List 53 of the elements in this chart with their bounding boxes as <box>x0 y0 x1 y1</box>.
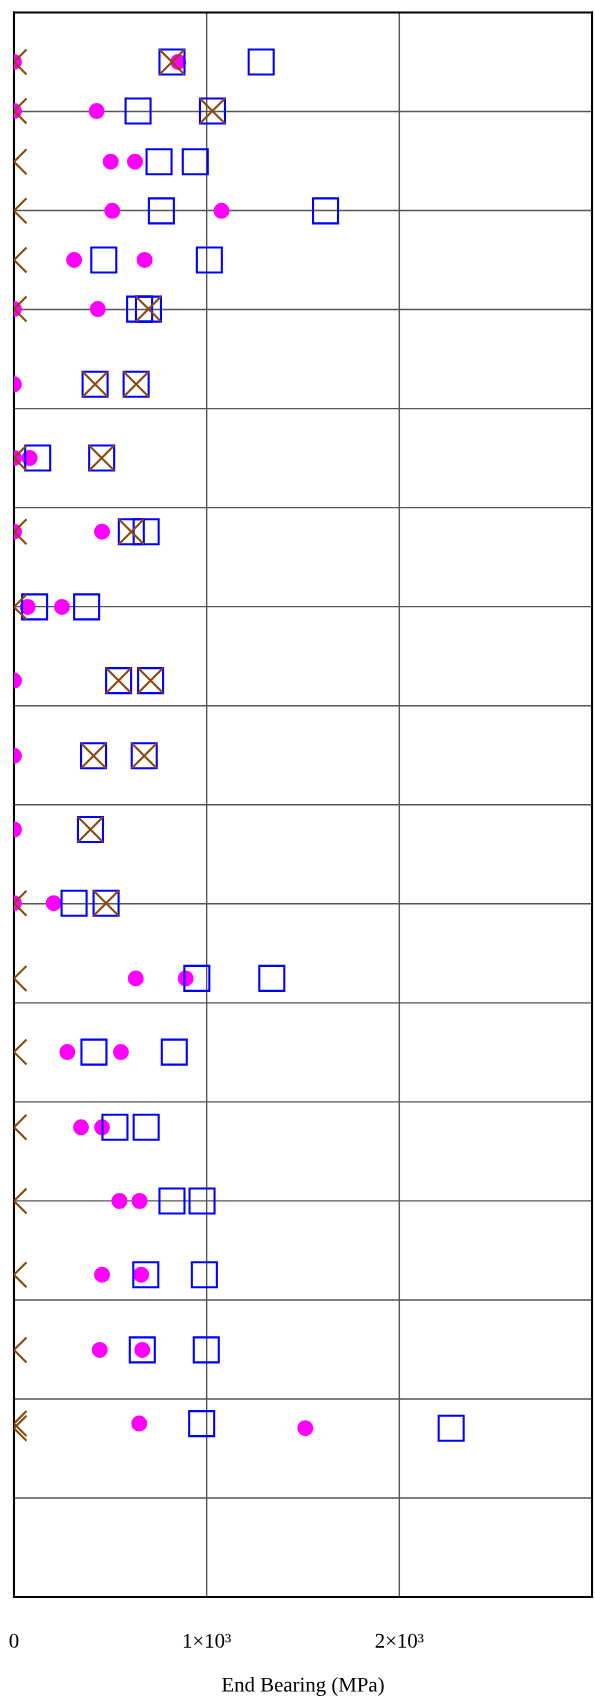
point <box>94 523 111 540</box>
point <box>112 1044 129 1061</box>
point <box>73 593 101 621</box>
point <box>53 598 70 615</box>
x-tick-label: 1×10³ <box>183 1633 231 1648</box>
point <box>183 964 211 992</box>
point <box>89 301 106 318</box>
point <box>188 1410 216 1438</box>
x-tick-label: 0 <box>9 1633 19 1648</box>
point <box>131 1193 148 1209</box>
x-tick-label: 2×10³ <box>375 1633 424 1648</box>
point <box>59 1044 76 1061</box>
point <box>102 153 119 170</box>
point <box>90 246 118 274</box>
point <box>132 1261 160 1289</box>
point <box>73 1119 90 1136</box>
point <box>94 1266 111 1283</box>
point <box>60 889 88 917</box>
point <box>126 295 154 323</box>
point <box>24 444 52 472</box>
point <box>126 153 143 170</box>
point <box>132 518 160 546</box>
point <box>128 1336 156 1364</box>
point <box>312 197 340 225</box>
point <box>160 1038 188 1066</box>
x-axis-title: End Bearing (MPa) <box>222 1677 384 1697</box>
point <box>258 964 286 992</box>
point <box>188 1187 216 1215</box>
point <box>213 202 230 219</box>
point <box>88 103 105 120</box>
point <box>145 148 173 176</box>
point <box>297 1420 314 1437</box>
point <box>147 197 175 225</box>
point <box>45 895 62 912</box>
point <box>190 1261 218 1289</box>
point <box>132 1113 160 1141</box>
point <box>158 1187 186 1215</box>
point <box>192 1336 220 1364</box>
point <box>131 1415 148 1432</box>
point <box>136 251 153 268</box>
point <box>124 97 152 125</box>
point <box>80 1038 108 1066</box>
point <box>127 970 144 987</box>
point <box>101 1113 129 1141</box>
point <box>247 48 275 76</box>
point <box>21 593 49 621</box>
point <box>104 202 121 219</box>
point <box>91 1341 108 1358</box>
point <box>111 1193 128 1209</box>
point <box>66 251 83 268</box>
point <box>437 1414 465 1442</box>
point <box>181 148 209 176</box>
point <box>195 246 223 274</box>
